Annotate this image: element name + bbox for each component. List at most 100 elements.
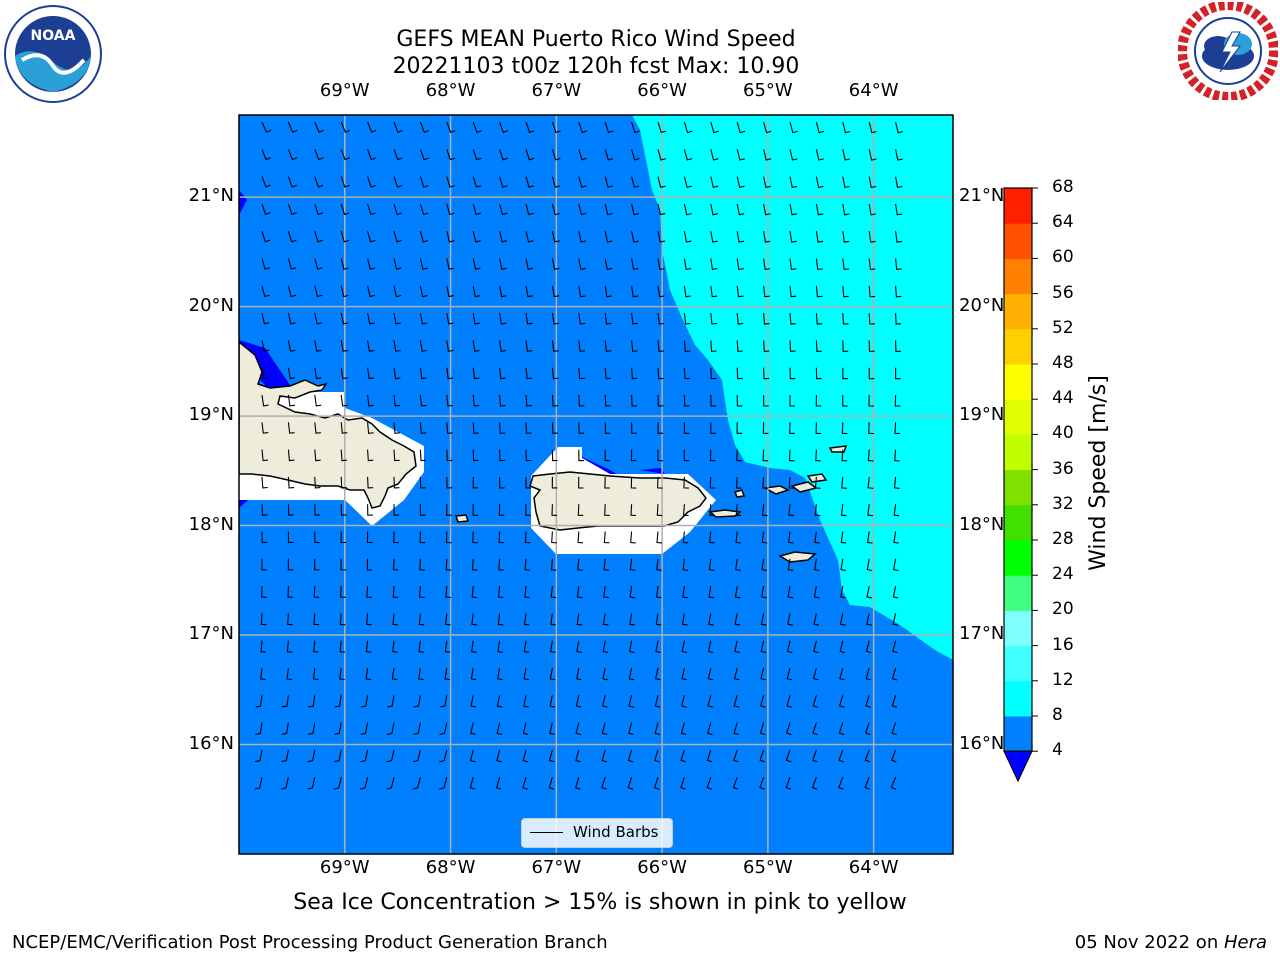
wind-barb: [578, 121, 588, 134]
wind-barb: [657, 313, 665, 325]
wind-barb: [393, 504, 400, 516]
wind-barb: [815, 176, 824, 189]
wind-barb: [657, 121, 667, 134]
land-st-croix: [778, 551, 817, 563]
wind-barb: [763, 367, 770, 380]
wind-barb: [574, 777, 581, 790]
wind-barb: [472, 176, 482, 188]
colorbar-tick-label: 28: [1052, 529, 1074, 549]
wind-barb: [255, 749, 263, 763]
wind-barb: [261, 285, 270, 298]
wind-barb: [496, 695, 503, 708]
wind-barb: [602, 613, 609, 626]
wind-barb: [763, 285, 770, 298]
wind-barb: [340, 176, 350, 188]
wind-barb: [682, 586, 688, 599]
wind-barb: [578, 258, 586, 270]
wind-barb: [812, 695, 819, 708]
wind-barb: [366, 613, 372, 626]
wind-barb: [811, 777, 818, 790]
wind-barb: [736, 394, 743, 407]
wind-barb: [868, 422, 874, 435]
wind-barb: [418, 640, 425, 653]
wind-barb: [446, 340, 454, 352]
wind-barb: [499, 394, 506, 407]
wind-barb: [789, 367, 796, 380]
noaa-logo: NOAA: [4, 5, 102, 103]
wind-barb: [709, 531, 715, 544]
wind-barb: [657, 258, 665, 271]
wind-barb: [360, 695, 369, 708]
wind-barb: [314, 121, 324, 133]
wind-barb: [577, 558, 583, 571]
lon-label-top: 65°W: [743, 80, 793, 101]
wind-barb: [895, 340, 901, 352]
wind-barb: [261, 394, 269, 407]
wind-barb: [287, 586, 294, 598]
wind-barb: [814, 504, 821, 517]
wind-barb: [446, 367, 454, 380]
wind-barb: [472, 313, 480, 325]
wind-barb: [890, 749, 897, 763]
wind-barb: [365, 667, 372, 681]
wind-barb: [472, 149, 482, 161]
wind-barb: [549, 667, 556, 681]
wind-barb: [710, 176, 719, 188]
wind-barb: [654, 695, 661, 708]
wind-barb: [708, 586, 715, 599]
wind-barb: [815, 121, 825, 134]
wind-barb: [551, 394, 559, 407]
wind-barb: [393, 340, 401, 352]
wind-barb: [735, 476, 742, 489]
wind-barb: [842, 367, 848, 380]
wind-barb: [815, 449, 821, 462]
wind-barb: [866, 585, 873, 599]
wind-barb: [472, 476, 479, 489]
wind-barb: [763, 149, 772, 161]
wind-barb: [575, 749, 581, 763]
wind-barb: [576, 586, 583, 599]
wind-barb: [657, 367, 664, 380]
wind-barb: [895, 367, 901, 380]
wind-barb: [445, 586, 451, 599]
wind-barb: [841, 422, 848, 435]
colorbar-extend: [1003, 750, 1033, 783]
wind-barb: [419, 285, 428, 298]
wind-barb: [576, 613, 583, 626]
wind-barb: [439, 695, 448, 708]
wind-barb: [340, 258, 349, 270]
wind-barb: [895, 203, 903, 216]
colorbar-segment: [1004, 504, 1032, 541]
wind-barb: [472, 231, 481, 243]
wind-barb: [657, 340, 665, 353]
wind-barb: [446, 231, 455, 243]
wind-barb: [419, 586, 425, 598]
wind-barb: [551, 422, 558, 434]
wind-barb: [499, 176, 508, 188]
wind-barb: [446, 285, 455, 298]
wind-barb: [261, 586, 267, 598]
wind-barb: [629, 586, 636, 599]
wind-barb: [393, 285, 402, 298]
wind-barb: [446, 394, 453, 407]
wind-barb: [734, 613, 741, 626]
wind-barb: [657, 285, 665, 298]
wind-barb: [864, 749, 871, 763]
wind-barb: [392, 640, 398, 653]
wind-barb: [789, 395, 795, 407]
wind-barb: [868, 176, 877, 189]
wind-barb: [710, 313, 717, 325]
wind-barb: [601, 777, 607, 790]
footer-date: 05 Nov 2022 on Hera: [1075, 932, 1267, 953]
wind-barb: [499, 367, 506, 380]
colorbar-tick-label: 12: [1052, 669, 1074, 690]
wind-barb: [496, 749, 502, 763]
wind-barb: [340, 476, 347, 489]
wind-barb: [761, 558, 768, 571]
wind-barb: [525, 394, 532, 407]
chart-title: GEFS MEAN Puerto Rico Wind Speed: [396, 27, 796, 52]
wind-barb: [260, 667, 266, 681]
wind-barb: [710, 394, 717, 407]
wind-barb: [736, 285, 744, 298]
